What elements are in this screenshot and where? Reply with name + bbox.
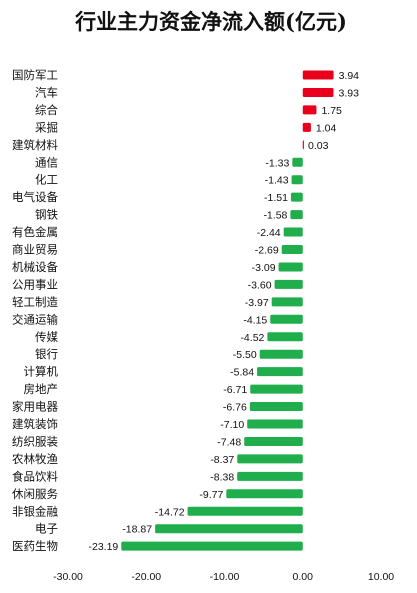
category-label: 采掘 — [35, 120, 58, 134]
bar — [237, 454, 303, 464]
bar — [244, 436, 303, 446]
data-label: -1.51 — [264, 192, 288, 204]
bar — [121, 541, 303, 551]
bar — [270, 314, 303, 324]
category-label: 国防军工 — [12, 68, 58, 82]
bar — [247, 419, 303, 429]
x-axis-ticks: -30.00 -20.00 -10.00 0.00 10.00 — [53, 571, 394, 583]
category-label: 医药生物 — [12, 539, 58, 553]
category-label: 汽车 — [35, 85, 58, 99]
category-label: 交通运输 — [12, 312, 58, 326]
bar — [237, 471, 303, 481]
data-label: -2.44 — [257, 227, 281, 239]
category-label: 机械设备 — [12, 260, 58, 274]
data-label: -7.10 — [220, 419, 244, 431]
x-tick-label: -30.00 — [53, 571, 83, 583]
data-label: -9.77 — [199, 489, 223, 501]
category-label: 钢铁 — [35, 208, 58, 222]
bar — [249, 402, 303, 412]
category-label: 公用事业 — [12, 277, 58, 291]
bar — [267, 332, 303, 342]
bar — [226, 489, 303, 499]
data-label: -5.84 — [230, 367, 254, 379]
data-label: -14.72 — [155, 506, 185, 518]
bar — [302, 105, 317, 115]
x-tick-label: 0.00 — [293, 571, 314, 583]
data-label: -6.76 — [223, 402, 247, 414]
bar — [257, 367, 303, 377]
category-label: 休闲服务 — [12, 487, 58, 501]
bar — [302, 87, 334, 97]
bar — [290, 192, 303, 202]
category-label: 纺织服装 — [12, 434, 58, 448]
bar — [292, 157, 303, 167]
bar — [290, 210, 303, 220]
bar — [250, 384, 303, 394]
data-label: 3.94 — [339, 70, 360, 82]
bar — [187, 506, 303, 516]
category-label: 食品饮料 — [12, 469, 58, 483]
data-label: 1.04 — [316, 122, 337, 134]
bar — [155, 524, 303, 534]
data-label: -5.50 — [233, 349, 257, 361]
data-label: -18.87 — [122, 524, 152, 536]
category-label: 建筑装饰 — [12, 417, 58, 431]
data-label: -7.48 — [217, 436, 241, 448]
category-label: 商业贸易 — [12, 243, 58, 257]
category-label: 电气设备 — [12, 190, 58, 204]
category-label: 有色金属 — [12, 225, 58, 239]
bar — [274, 279, 303, 289]
category-labels: 国防军工汽车综合采掘建筑材料通信化工电气设备钢铁有色金属商业贸易机械设备公用事业… — [12, 68, 58, 553]
category-label: 轻工制造 — [12, 295, 58, 309]
bar — [281, 245, 303, 254]
x-tick-label: -20.00 — [131, 571, 161, 583]
bar — [302, 140, 304, 150]
data-label: -8.38 — [210, 471, 234, 483]
category-label: 传媒 — [35, 330, 58, 344]
category-label: 银行 — [35, 347, 58, 361]
category-label: 农林牧渔 — [12, 452, 58, 466]
x-tick-label: -10.00 — [210, 571, 240, 583]
data-label: -4.15 — [243, 314, 267, 326]
category-label: 通信 — [35, 155, 58, 169]
data-label: -2.69 — [255, 245, 279, 257]
bar — [271, 297, 303, 307]
x-tick-label: 10.00 — [368, 571, 394, 583]
bars-group — [121, 70, 334, 551]
data-labels: 3.94 3.93 1.75 1.04 0.03 -1.33 -1.43 -1.51 -1.58… — [89, 70, 360, 553]
data-label: 0.03 — [308, 140, 329, 152]
category-label: 计算机 — [24, 365, 59, 379]
data-label: 3.93 — [339, 87, 360, 99]
bar — [283, 227, 303, 237]
data-label: -3.60 — [248, 279, 272, 291]
category-label: 房地产 — [24, 382, 59, 396]
data-label: -3.97 — [245, 297, 269, 309]
data-label: -4.52 — [240, 332, 264, 344]
data-label: -1.43 — [265, 175, 289, 187]
data-label: -6.71 — [223, 384, 247, 396]
data-label: -23.19 — [89, 541, 119, 553]
data-label: -3.09 — [252, 262, 276, 274]
bar — [302, 70, 334, 80]
data-label: -8.37 — [210, 454, 234, 466]
category-label: 电子 — [35, 522, 58, 536]
data-label: 1.75 — [321, 105, 342, 117]
category-label: 家用电器 — [12, 400, 58, 414]
category-label: 非银金融 — [12, 504, 58, 518]
data-label: -1.33 — [265, 157, 289, 169]
chart-title: 行业主力资金净流入额(亿元) — [74, 9, 347, 34]
data-label: -1.58 — [263, 210, 287, 222]
category-label: 建筑材料 — [12, 138, 58, 152]
category-label: 综合 — [35, 103, 58, 117]
category-label: 化工 — [35, 173, 58, 187]
bar — [302, 122, 311, 132]
bar — [259, 349, 303, 359]
bar — [278, 262, 303, 272]
bar — [291, 175, 303, 185]
